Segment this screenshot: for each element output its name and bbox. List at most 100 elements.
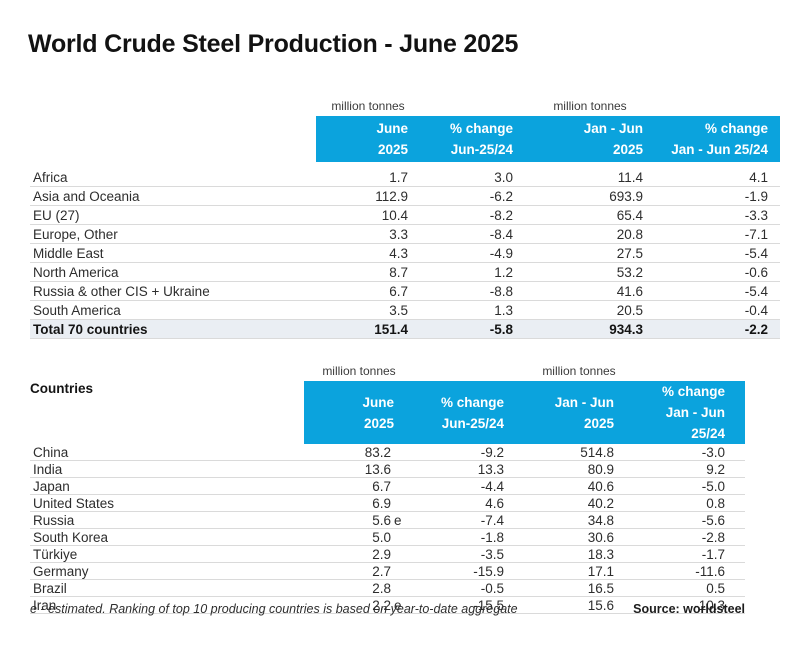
- unit-row: million tonnes million tonnes: [30, 96, 780, 116]
- region-name: South America: [30, 301, 316, 320]
- column-header-june: June 2025: [316, 116, 420, 168]
- table-row: Japan 6.7 -4.4 40.6 -5.0: [30, 478, 745, 495]
- value-pct-change-jan-jun: -5.6: [634, 512, 745, 529]
- country-name: South Korea: [30, 529, 304, 546]
- value-pct-change-jan-jun: -11.6: [634, 563, 745, 580]
- value: 2.7: [372, 563, 391, 579]
- value-jan-jun: 40.2: [524, 495, 634, 512]
- value-pct-change-jan-jun: 0.5: [634, 580, 745, 597]
- unit-label: million tonnes: [542, 364, 616, 378]
- value-jan-jun: 30.6: [524, 529, 634, 546]
- total-pct-change-jan-jun: -2.2: [655, 320, 780, 339]
- value-jan-jun: 693.9: [525, 187, 655, 206]
- footnote: e - estimated. Ranking of top 10 produci…: [30, 602, 518, 616]
- value: 2.2: [372, 597, 391, 613]
- table-row: EU (27) 10.4 -8.2 65.4 -3.3: [30, 206, 780, 225]
- value-pct-change-jan-jun: -2.8: [634, 529, 745, 546]
- value-pct-change-jun: -4.9: [420, 244, 525, 263]
- value-jan-jun: 65.4: [525, 206, 655, 225]
- countries-table: million tonnes million tonnes Countries …: [30, 361, 745, 614]
- value-pct-change-jan-jun: 0.8: [634, 495, 745, 512]
- value-pct-change-jan-jun: -1.7: [634, 546, 745, 563]
- value-pct-change-jun: -15.5: [414, 597, 524, 614]
- unit-label: million tonnes: [553, 99, 627, 113]
- region-name: EU (27): [30, 206, 316, 225]
- regions-table: million tonnes million tonnes June 2025 …: [30, 96, 780, 339]
- value-june: 3.3: [316, 225, 420, 244]
- country-name: Iran: [30, 597, 304, 614]
- total-june: 151.4: [316, 320, 420, 339]
- value-pct-change-jun: -8.4: [420, 225, 525, 244]
- table-row: Europe, Other 3.3 -8.4 20.8 -7.1: [30, 225, 780, 244]
- column-header-jan-jun: Jan - Jun 2025: [525, 116, 655, 168]
- column-header-pct-change-jan-jun: % change Jan - Jun 25/24: [634, 381, 745, 444]
- value-pct-change-jan-jun: -1.9: [655, 187, 780, 206]
- value-pct-change-jan-jun: -10.3: [634, 597, 745, 614]
- table-row: South Korea 5.0 -1.8 30.6 -2.8: [30, 529, 745, 546]
- value-pct-change-jan-jun: -3.0: [634, 444, 745, 461]
- value: 13.6: [364, 461, 391, 477]
- value-pct-change-jun: -4.4: [414, 478, 524, 495]
- value-jan-jun: 16.5: [524, 580, 634, 597]
- total-jan-jun: 934.3: [525, 320, 655, 339]
- value-jan-jun: 41.6: [525, 282, 655, 301]
- unit-label: million tonnes: [322, 364, 396, 378]
- value-june: 2.9: [304, 546, 414, 563]
- value-jan-jun: 27.5: [525, 244, 655, 263]
- country-name: Russia: [30, 512, 304, 529]
- value-pct-change-jun: 13.3: [414, 461, 524, 478]
- value-june: 6.7: [316, 282, 420, 301]
- region-name: Europe, Other: [30, 225, 316, 244]
- value-pct-change-jan-jun: -5.0: [634, 478, 745, 495]
- table-row: China 83.2 -9.2 514.8 -3.0: [30, 444, 745, 461]
- country-name: Japan: [30, 478, 304, 495]
- table-row: Türkiye 2.9 -3.5 18.3 -1.7: [30, 546, 745, 563]
- region-name: North America: [30, 263, 316, 282]
- region-name: Middle East: [30, 244, 316, 263]
- column-header-row: June 2025 % change Jun-25/24 Jan - Jun 2…: [30, 116, 780, 168]
- region-name: Asia and Oceania: [30, 187, 316, 206]
- column-header-row: Countries June 2025 % change Jun-25/24 J…: [30, 381, 745, 444]
- value-jan-jun: 11.4: [525, 168, 655, 187]
- column-header-jan-jun: Jan - Jun 2025: [524, 381, 634, 444]
- value-jan-jun: 53.2: [525, 263, 655, 282]
- value-jan-jun: 34.8: [524, 512, 634, 529]
- column-header-pct-change-jan-jun: % change Jan - Jun 25/24: [655, 116, 780, 168]
- column-header-june: June 2025: [304, 381, 414, 444]
- value: 6.7: [372, 478, 391, 494]
- value: 2.8: [372, 580, 391, 596]
- value: 6.9: [372, 495, 391, 511]
- value-pct-change-jun: 1.2: [420, 263, 525, 282]
- value: 2.9: [372, 546, 391, 562]
- value-pct-change-jun: 3.0: [420, 168, 525, 187]
- value: 83.2: [364, 444, 391, 460]
- table-row: India 13.6 13.3 80.9 9.2: [30, 461, 745, 478]
- value-jan-jun: 17.1: [524, 563, 634, 580]
- value-june: 112.9: [316, 187, 420, 206]
- total-label: Total 70 countries: [30, 320, 316, 339]
- value-june: 2.8: [304, 580, 414, 597]
- page-title: World Crude Steel Production - June 2025: [28, 30, 519, 58]
- value-pct-change-jun: -9.2: [414, 444, 524, 461]
- value-pct-change-jun: 4.6: [414, 495, 524, 512]
- value-jan-jun: 20.5: [525, 301, 655, 320]
- country-name: Germany: [30, 563, 304, 580]
- value-june: 83.2: [304, 444, 414, 461]
- table-row: Iran 2.2 e -15.5 15.6 -10.3: [30, 597, 745, 614]
- source-label: Source: worldsteel: [633, 602, 745, 616]
- value-pct-change-jun: -1.8: [414, 529, 524, 546]
- table-row: Asia and Oceania 112.9 -6.2 693.9 -1.9: [30, 187, 780, 206]
- region-name: Russia & other CIS + Ukraine: [30, 282, 316, 301]
- unit-row: million tonnes million tonnes: [30, 361, 745, 381]
- value-june: 8.7: [316, 263, 420, 282]
- value-jan-jun: 514.8: [524, 444, 634, 461]
- footnote-row: e - estimated. Ranking of top 10 produci…: [30, 602, 745, 616]
- estimated-flag: e: [394, 512, 402, 528]
- value-june: 1.7: [316, 168, 420, 187]
- value-pct-change-jan-jun: -0.6: [655, 263, 780, 282]
- countries-heading: Countries: [30, 381, 304, 444]
- region-name: Africa: [30, 168, 316, 187]
- table-row: Brazil 2.8 -0.5 16.5 0.5: [30, 580, 745, 597]
- value-june: 6.7: [304, 478, 414, 495]
